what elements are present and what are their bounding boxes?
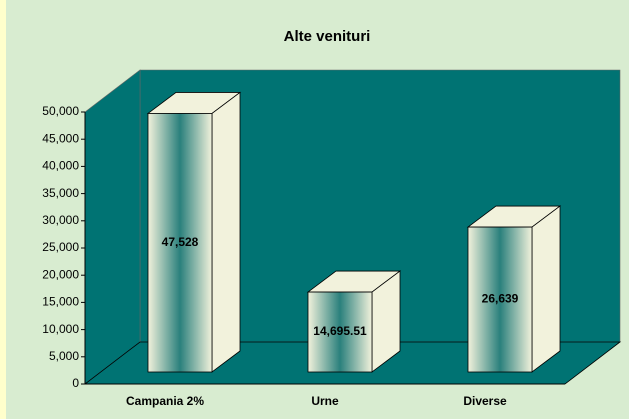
y-tick-label: 15,000: [42, 295, 79, 309]
y-tick-label: 40,000: [42, 159, 79, 173]
x-tick-label: Urne: [311, 394, 339, 408]
bar-side: [531, 205, 561, 373]
y-tick-label: 30,000: [42, 213, 79, 227]
y-tick-label: 50,000: [42, 104, 79, 118]
x-tick-label: Diverse: [463, 394, 507, 408]
chart-title: Alte venituri: [284, 28, 371, 45]
side-wall: [84, 69, 141, 385]
y-tick-label: 0: [72, 376, 79, 390]
y-tick-label: 20,000: [42, 267, 79, 281]
y-tick-label: 25,000: [42, 240, 79, 254]
value-label: 47,528: [162, 235, 199, 249]
bar: [467, 226, 533, 373]
bar: [307, 291, 373, 373]
value-label: 14,695.51: [313, 324, 367, 338]
y-tick-label: 10,000: [42, 322, 79, 336]
y-tick-label: 5,000: [49, 349, 79, 363]
x-tick-label: Campania 2%: [126, 394, 204, 408]
value-label: 26,639: [482, 292, 519, 306]
y-tick-label: 45,000: [42, 131, 79, 145]
y-tick-label: 35,000: [42, 186, 79, 200]
bar: [147, 113, 213, 373]
bar-side: [211, 91, 241, 373]
